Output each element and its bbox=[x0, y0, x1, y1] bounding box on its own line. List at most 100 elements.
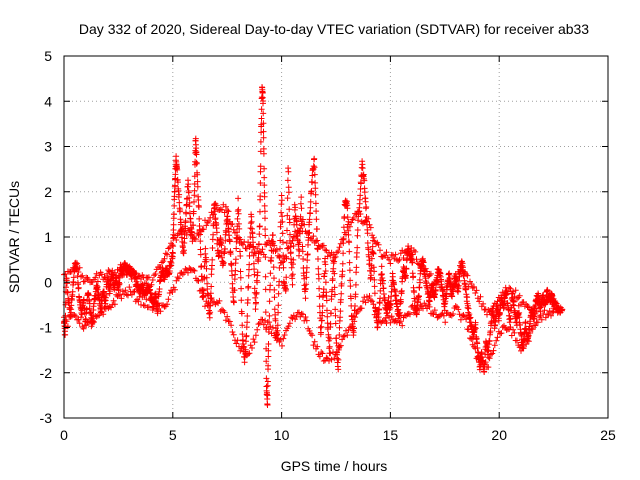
data-point bbox=[339, 336, 346, 343]
data-point bbox=[337, 342, 344, 349]
data-point bbox=[529, 314, 536, 320]
data-point bbox=[464, 302, 471, 309]
data-point bbox=[304, 257, 311, 264]
data-point bbox=[187, 266, 194, 273]
data-point bbox=[208, 283, 215, 290]
data-point bbox=[279, 218, 286, 225]
data-point bbox=[193, 151, 200, 158]
data-point bbox=[508, 332, 515, 339]
data-point bbox=[332, 320, 339, 327]
data-point bbox=[311, 155, 318, 162]
data-point bbox=[231, 287, 238, 294]
data-point bbox=[346, 248, 353, 255]
y-tick-label: 5 bbox=[44, 48, 52, 64]
data-point bbox=[402, 272, 409, 279]
data-point bbox=[237, 253, 244, 259]
data-point bbox=[442, 319, 449, 326]
data-point bbox=[527, 320, 534, 327]
data-point bbox=[224, 207, 231, 214]
data-point bbox=[324, 313, 331, 320]
data-point bbox=[80, 325, 87, 332]
data-point bbox=[303, 317, 310, 324]
y-tick-label: 4 bbox=[44, 93, 52, 109]
data-point bbox=[537, 304, 544, 311]
data-point bbox=[397, 250, 404, 257]
data-point bbox=[177, 270, 184, 277]
data-point bbox=[347, 283, 354, 290]
data-point bbox=[88, 323, 95, 330]
data-point bbox=[371, 290, 378, 297]
data-point bbox=[293, 221, 300, 228]
data-point bbox=[289, 315, 296, 322]
data-point bbox=[164, 301, 171, 308]
data-point bbox=[160, 302, 167, 309]
data-point bbox=[307, 198, 314, 205]
data-point bbox=[139, 294, 146, 301]
data-point bbox=[326, 357, 332, 364]
data-point bbox=[260, 134, 267, 141]
data-point bbox=[311, 171, 318, 178]
data-point bbox=[452, 303, 459, 310]
data-point bbox=[523, 341, 530, 348]
data-point bbox=[235, 195, 242, 202]
data-point bbox=[257, 163, 264, 170]
data-point bbox=[197, 238, 204, 245]
data-point bbox=[346, 239, 353, 246]
data-point bbox=[469, 285, 476, 291]
data-point bbox=[277, 245, 283, 252]
data-point bbox=[312, 185, 319, 192]
data-point bbox=[96, 272, 103, 279]
data-point bbox=[327, 335, 333, 342]
data-point bbox=[332, 253, 339, 260]
data-point bbox=[328, 356, 335, 363]
data-point bbox=[340, 236, 347, 243]
data-point bbox=[358, 305, 365, 312]
data-point bbox=[132, 270, 139, 277]
axis-ticks bbox=[63, 55, 609, 419]
data-point bbox=[273, 246, 280, 253]
data-point bbox=[229, 329, 236, 335]
data-point bbox=[480, 300, 487, 307]
data-point bbox=[283, 286, 289, 293]
data-point bbox=[390, 252, 396, 259]
data-point bbox=[297, 225, 304, 232]
data-point bbox=[269, 324, 276, 331]
data-point bbox=[323, 354, 330, 361]
data-point bbox=[340, 333, 347, 340]
data-point bbox=[391, 318, 398, 325]
data-point bbox=[91, 319, 97, 325]
data-point bbox=[274, 322, 281, 329]
data-point bbox=[113, 272, 120, 279]
data-point bbox=[235, 210, 242, 217]
data-point bbox=[422, 302, 429, 309]
data-point bbox=[284, 227, 290, 234]
data-point bbox=[127, 265, 134, 272]
data-point bbox=[190, 267, 197, 273]
data-point bbox=[452, 273, 459, 280]
data-point bbox=[380, 277, 387, 284]
data-point bbox=[493, 303, 500, 309]
y-axis-label: SDTVAR / TECUs bbox=[6, 181, 22, 293]
data-point bbox=[83, 305, 90, 312]
data-point bbox=[356, 306, 363, 313]
data-point bbox=[238, 297, 245, 304]
data-point bbox=[542, 314, 549, 321]
data-point bbox=[318, 329, 324, 336]
data-point bbox=[239, 241, 246, 248]
data-point bbox=[119, 288, 126, 295]
data-point bbox=[531, 303, 537, 310]
data-point bbox=[468, 336, 475, 342]
data-points bbox=[61, 84, 566, 408]
data-point bbox=[472, 325, 479, 332]
data-point bbox=[310, 233, 317, 240]
data-point bbox=[550, 308, 557, 315]
data-point bbox=[210, 231, 217, 238]
data-point bbox=[97, 308, 104, 315]
data-point bbox=[257, 168, 264, 175]
data-point bbox=[126, 284, 133, 291]
data-point bbox=[114, 293, 121, 300]
data-point bbox=[403, 266, 410, 272]
data-point bbox=[94, 278, 101, 285]
data-point bbox=[141, 280, 148, 287]
data-point bbox=[487, 351, 494, 358]
